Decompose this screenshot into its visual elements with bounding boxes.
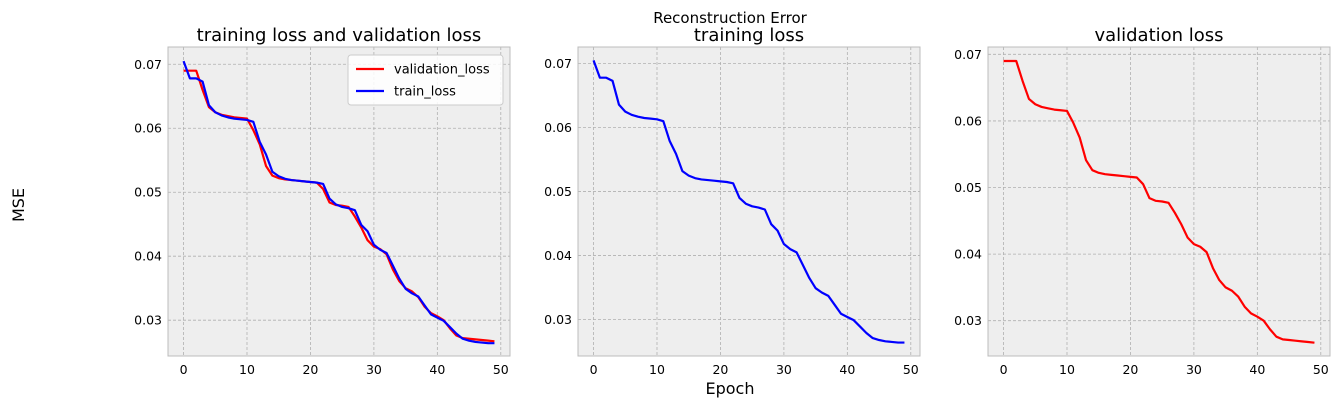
x-tick-label: 50 <box>493 362 509 377</box>
legend-label: validation_loss <box>394 63 490 78</box>
y-tick-label: 0.07 <box>544 56 572 71</box>
x-tick-label: 30 <box>366 362 382 377</box>
plot-frame <box>167 46 511 357</box>
series-line <box>1003 59 1315 344</box>
x-tick-label: 0 <box>180 362 188 377</box>
y-tick-label: 0.07 <box>954 47 982 62</box>
x-tick-label: 10 <box>649 362 665 377</box>
legend <box>347 54 504 106</box>
y-tick-label: 0.05 <box>954 180 982 195</box>
plot-frame <box>577 46 921 357</box>
x-tick-label: 30 <box>776 362 792 377</box>
panel-validation-loss: 0 10 20 30 40 50 0.03 0.04 0.05 0.06 0.07 validatio… <box>954 25 1331 377</box>
x-tick-label: 40 <box>839 362 855 377</box>
plot-area <box>578 47 920 356</box>
x-tick-label: 20 <box>302 362 318 377</box>
y-tick-label: 0.03 <box>134 313 162 328</box>
legend-label: train_loss <box>394 85 456 100</box>
panel-title: validation loss <box>1094 25 1223 46</box>
figure-suptitle: Reconstruction Error <box>653 9 807 27</box>
x-tick-label: 10 <box>1059 362 1075 377</box>
plot-frame <box>987 46 1331 357</box>
x-tick-label: 20 <box>712 362 728 377</box>
figure-ylabel: MSE <box>9 188 28 222</box>
y-tick-label: 0.05 <box>134 185 162 200</box>
figure-xlabel: Epoch <box>706 379 755 398</box>
x-tick-label: 0 <box>1000 362 1008 377</box>
panel-training-and-validation-loss: 0 10 20 30 40 50 0.03 0.04 0.05 0.06 0.07 training … <box>134 25 511 377</box>
y-tick-label: 0.07 <box>134 57 162 72</box>
x-tick-label: 50 <box>903 362 919 377</box>
series-line-train_loss <box>182 60 495 345</box>
panel-title: training loss and validation loss <box>197 25 482 46</box>
x-tick-label: 0 <box>590 362 598 377</box>
series-line <box>592 60 905 344</box>
y-tick-label: 0.04 <box>954 247 982 262</box>
panel-title: training loss <box>694 25 804 46</box>
x-tick-label: 30 <box>1186 362 1202 377</box>
panel-training-loss: 0 10 20 30 40 50 0.03 0.04 0.05 0.06 0.07 training … <box>544 25 921 377</box>
x-tick-label: 40 <box>1249 362 1265 377</box>
y-tick-label: 0.03 <box>954 313 982 328</box>
y-tick-label: 0.06 <box>134 121 162 136</box>
y-tick-label: 0.04 <box>544 248 572 263</box>
y-tick-label: 0.06 <box>544 120 572 135</box>
y-tick-label: 0.05 <box>544 184 572 199</box>
y-tick-label: 0.03 <box>544 312 572 327</box>
x-tick-label: 40 <box>429 362 445 377</box>
y-tick-label: 0.06 <box>954 113 982 128</box>
y-tick-label: 0.04 <box>134 249 162 264</box>
x-tick-label: 20 <box>1122 362 1138 377</box>
x-tick-label: 10 <box>239 362 255 377</box>
x-tick-label: 50 <box>1313 362 1329 377</box>
